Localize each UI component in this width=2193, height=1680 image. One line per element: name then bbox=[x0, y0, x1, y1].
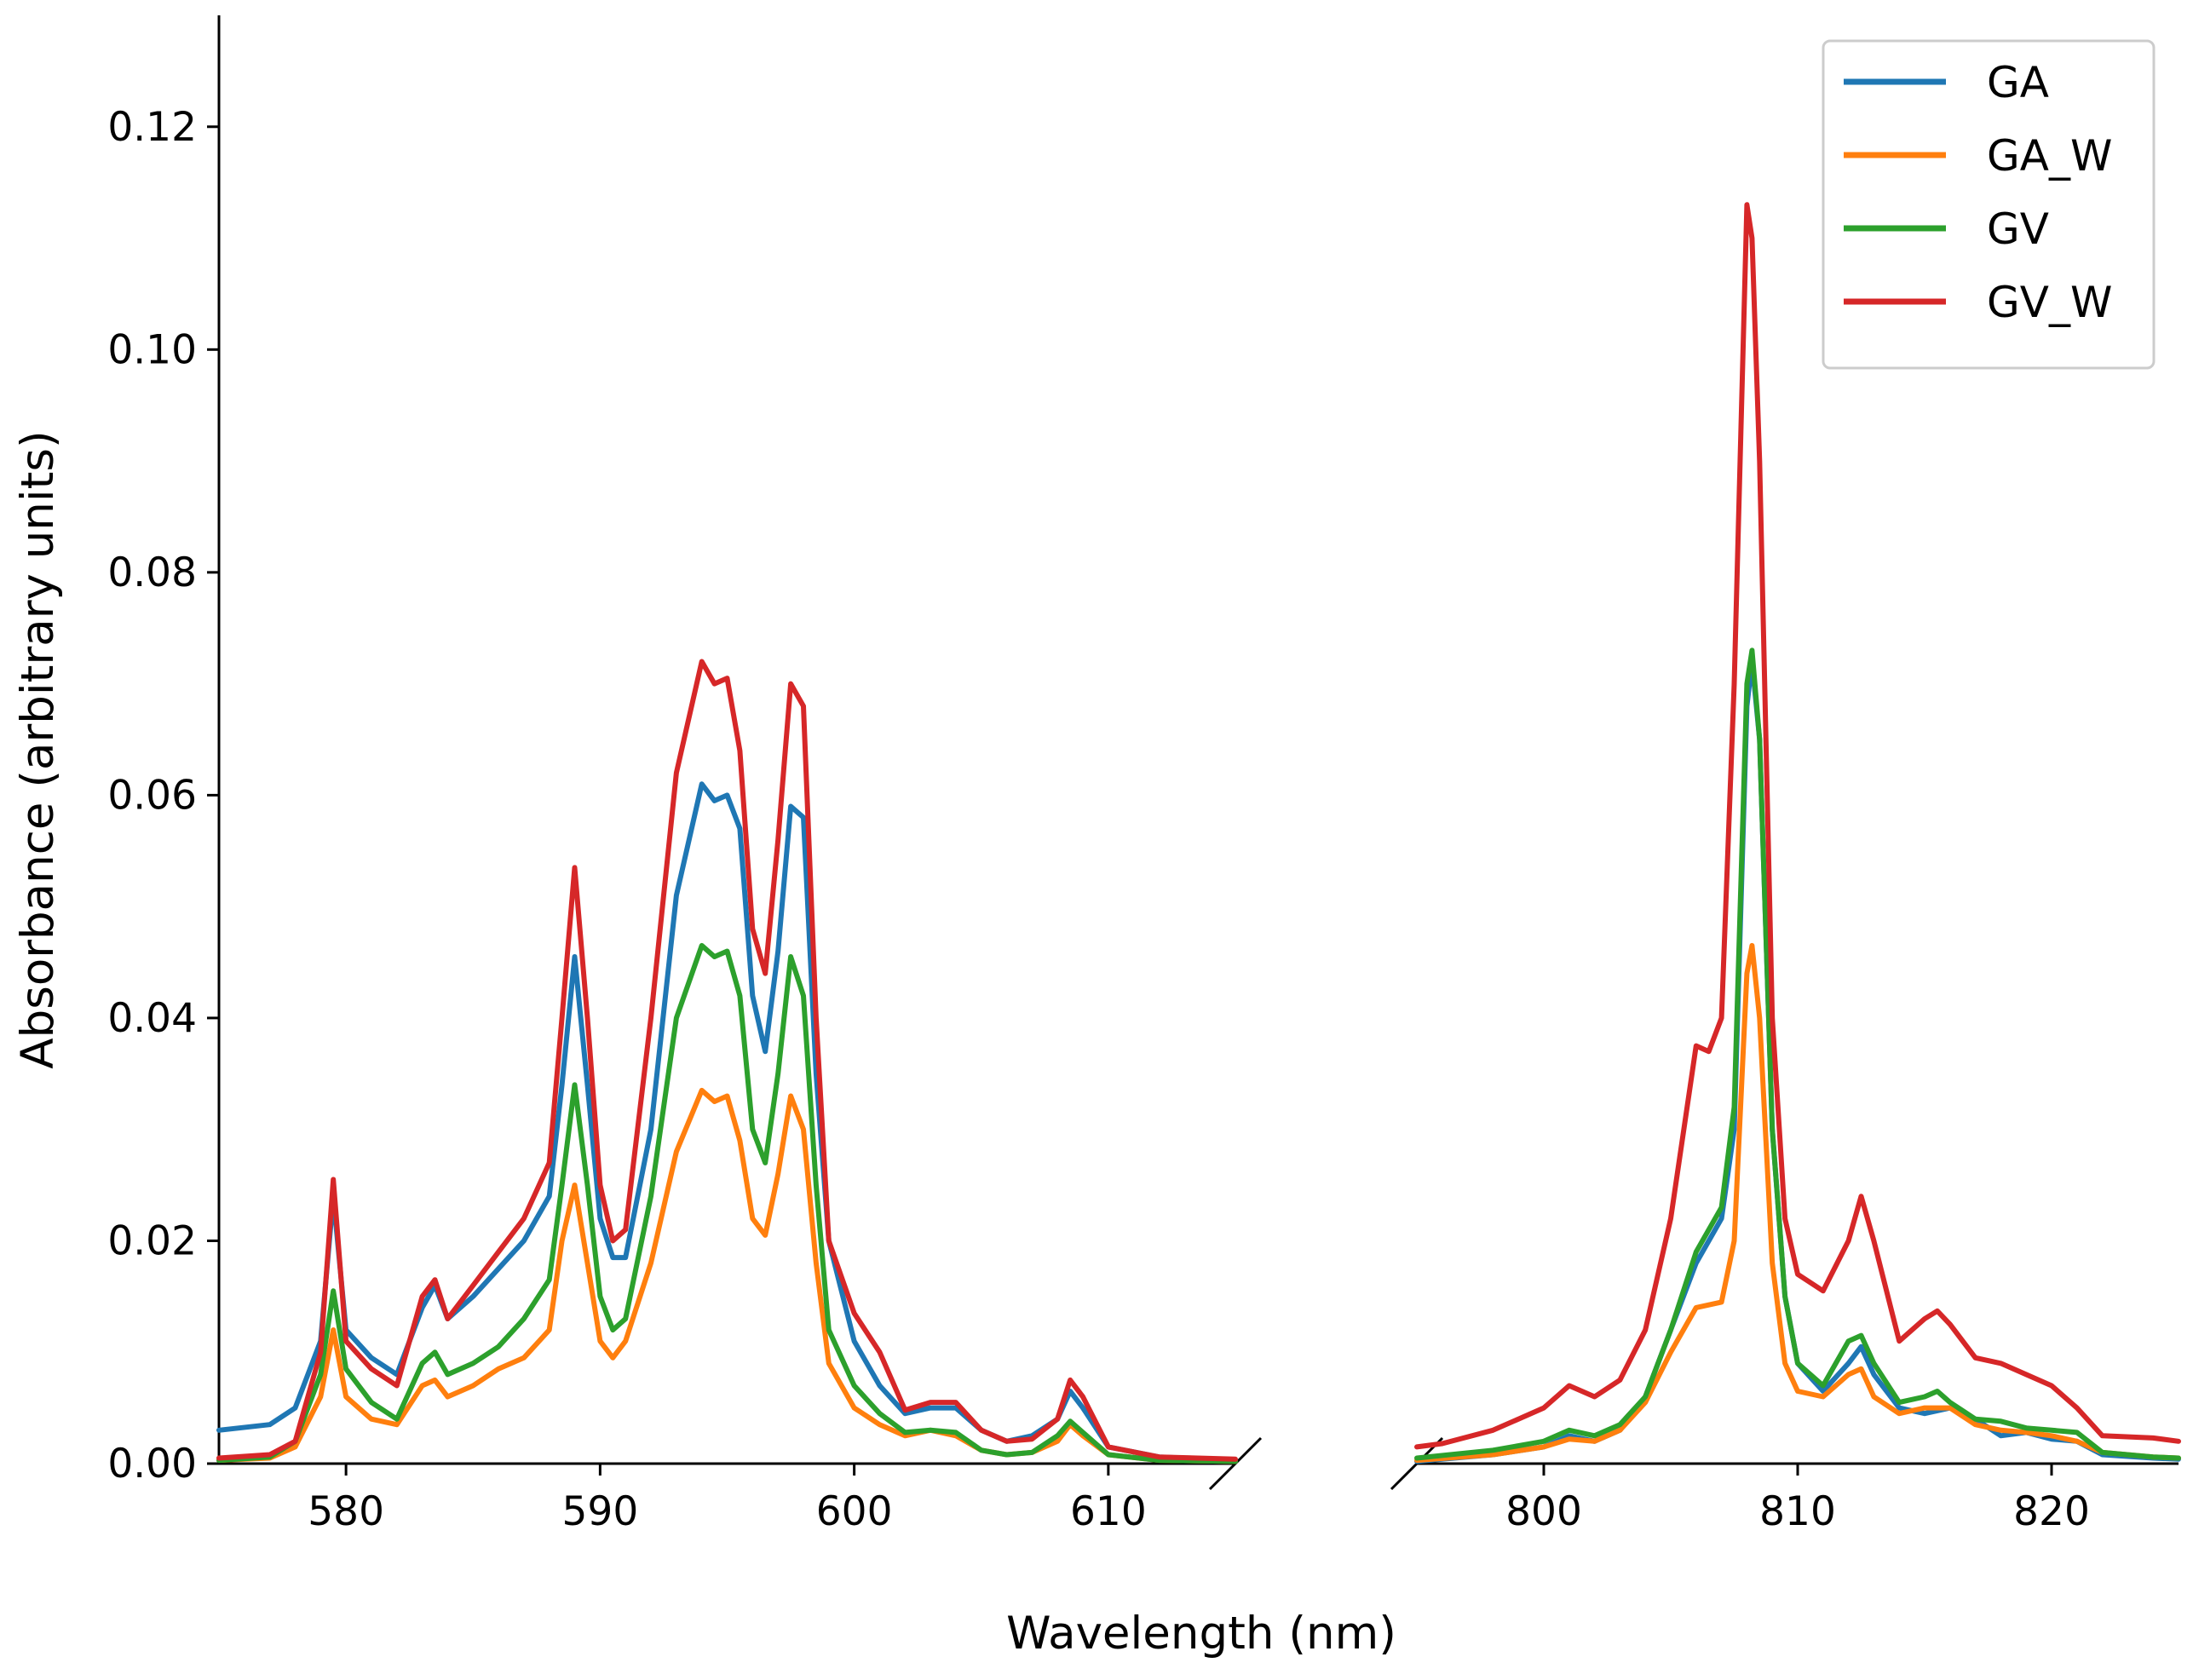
y-axis-title: Absorbance (arbitrary units) bbox=[12, 430, 64, 1068]
x-tick-label: 820 bbox=[2013, 1488, 2090, 1535]
legend-label: GA_W bbox=[1987, 131, 2112, 181]
x-tick-label: 610 bbox=[1070, 1488, 1147, 1535]
legend-label: GA bbox=[1987, 58, 2049, 107]
x-tick-label: 590 bbox=[562, 1488, 639, 1535]
x-axis-title: Wavelength (nm) bbox=[1006, 1608, 1396, 1660]
x-tick-label: 580 bbox=[308, 1488, 384, 1535]
legend-label: GV bbox=[1987, 204, 2049, 254]
series-line-gv-w-panel-1 bbox=[216, 659, 1238, 1462]
y-tick-label: 0.02 bbox=[107, 1217, 197, 1264]
series-line-ga-panel-1 bbox=[216, 781, 1238, 1464]
series-line-ga-w-panel-2 bbox=[1414, 942, 2181, 1464]
labels-layer: Wavelength (nm) Absorbance (arbitrary un… bbox=[12, 430, 1396, 1660]
y-tick-label: 0.00 bbox=[107, 1441, 197, 1487]
x-tick-label: 600 bbox=[816, 1488, 893, 1535]
y-tick-label: 0.06 bbox=[107, 772, 197, 819]
series-line-gv-panel-1 bbox=[216, 942, 1238, 1464]
x-tick-label: 810 bbox=[1759, 1488, 1836, 1535]
series-line-gv-w-panel-2 bbox=[1414, 202, 2181, 1450]
y-tick-label: 0.04 bbox=[107, 995, 197, 1042]
series-layer bbox=[216, 202, 2181, 1464]
y-tick-label: 0.08 bbox=[107, 549, 197, 596]
legend-label: GV_W bbox=[1987, 278, 2112, 327]
x-tick-label: 800 bbox=[1505, 1488, 1582, 1535]
axes-layer: 0.00 0.02 0.04 0.06 0.08 0.10 0.12 580 590 600 610… bbox=[107, 15, 2179, 1535]
legend: GA GA_W GV GV_W bbox=[1822, 39, 2156, 370]
series-line-gv-panel-2 bbox=[1414, 647, 2181, 1461]
y-tick-label: 0.12 bbox=[107, 104, 197, 151]
y-tick-label: 0.10 bbox=[107, 326, 197, 373]
series-line-ga-panel-2 bbox=[1414, 659, 2181, 1464]
legend-box bbox=[1822, 39, 2156, 370]
